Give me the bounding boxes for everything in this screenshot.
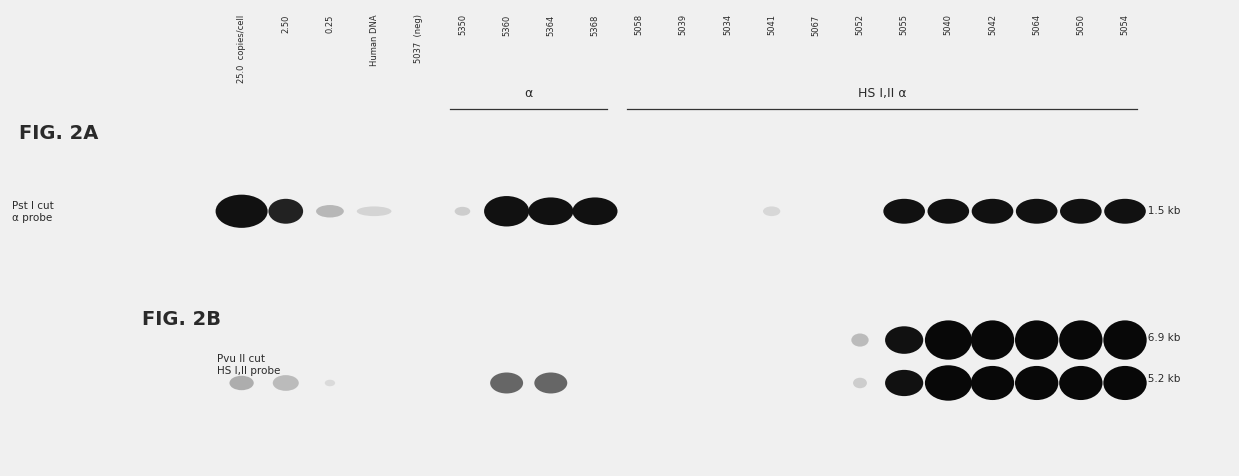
Ellipse shape bbox=[491, 373, 523, 394]
Text: 25.0  copies/cell: 25.0 copies/cell bbox=[237, 14, 247, 82]
Text: 5039: 5039 bbox=[679, 14, 688, 35]
Ellipse shape bbox=[325, 380, 335, 387]
Text: 5040: 5040 bbox=[944, 14, 953, 35]
Ellipse shape bbox=[883, 199, 926, 224]
Text: 5350: 5350 bbox=[458, 14, 467, 35]
Text: α: α bbox=[524, 87, 533, 100]
Ellipse shape bbox=[924, 366, 971, 401]
Ellipse shape bbox=[216, 195, 268, 228]
Text: -- 1.5 kb: -- 1.5 kb bbox=[1137, 206, 1181, 215]
Text: Human DNA: Human DNA bbox=[369, 14, 379, 66]
Ellipse shape bbox=[229, 376, 254, 390]
Text: Pvu II cut
HS I,II probe: Pvu II cut HS I,II probe bbox=[217, 353, 280, 375]
Text: Pst I cut
α probe: Pst I cut α probe bbox=[12, 201, 55, 223]
Ellipse shape bbox=[1015, 366, 1058, 400]
Text: 5034: 5034 bbox=[724, 14, 732, 35]
Ellipse shape bbox=[924, 321, 971, 360]
Text: 5067: 5067 bbox=[812, 14, 820, 36]
Text: FIG. 2B: FIG. 2B bbox=[142, 309, 222, 328]
Ellipse shape bbox=[455, 208, 471, 216]
Text: 5055: 5055 bbox=[900, 14, 908, 35]
Text: FIG. 2A: FIG. 2A bbox=[19, 124, 98, 143]
Ellipse shape bbox=[1016, 199, 1057, 224]
Ellipse shape bbox=[1059, 366, 1103, 400]
Text: 5360: 5360 bbox=[502, 14, 512, 36]
Ellipse shape bbox=[971, 321, 1015, 360]
Text: 5054: 5054 bbox=[1120, 14, 1130, 35]
Text: 5042: 5042 bbox=[987, 14, 997, 35]
Ellipse shape bbox=[1104, 366, 1147, 400]
Ellipse shape bbox=[763, 207, 781, 217]
Ellipse shape bbox=[885, 370, 923, 396]
Ellipse shape bbox=[885, 327, 923, 354]
Text: 5050: 5050 bbox=[1077, 14, 1085, 35]
Ellipse shape bbox=[1061, 199, 1101, 224]
Text: 2.50: 2.50 bbox=[281, 14, 290, 33]
Text: 5064: 5064 bbox=[1032, 14, 1041, 35]
Ellipse shape bbox=[1104, 321, 1147, 360]
Text: 5037  (neg): 5037 (neg) bbox=[414, 14, 422, 63]
Text: 5041: 5041 bbox=[767, 14, 776, 35]
Ellipse shape bbox=[852, 378, 867, 388]
Ellipse shape bbox=[269, 199, 304, 224]
Ellipse shape bbox=[971, 366, 1015, 400]
Ellipse shape bbox=[484, 197, 529, 227]
Ellipse shape bbox=[971, 199, 1014, 224]
Text: -- 5.2 kb: -- 5.2 kb bbox=[1137, 374, 1181, 383]
Ellipse shape bbox=[528, 198, 574, 226]
Ellipse shape bbox=[316, 206, 343, 218]
Ellipse shape bbox=[1015, 321, 1058, 360]
Ellipse shape bbox=[572, 198, 617, 226]
Text: HS I,II α: HS I,II α bbox=[857, 87, 906, 100]
Text: 5058: 5058 bbox=[634, 14, 643, 35]
Ellipse shape bbox=[1059, 321, 1103, 360]
Text: -- 6.9 kb: -- 6.9 kb bbox=[1137, 332, 1181, 342]
Text: 5364: 5364 bbox=[546, 14, 555, 36]
Text: 0.25: 0.25 bbox=[326, 14, 335, 33]
Ellipse shape bbox=[928, 199, 969, 224]
Ellipse shape bbox=[273, 375, 299, 391]
Ellipse shape bbox=[357, 207, 392, 217]
Ellipse shape bbox=[1104, 199, 1146, 224]
Text: 5052: 5052 bbox=[855, 14, 865, 35]
Text: 5368: 5368 bbox=[591, 14, 600, 36]
Ellipse shape bbox=[534, 373, 567, 394]
Ellipse shape bbox=[851, 334, 869, 347]
